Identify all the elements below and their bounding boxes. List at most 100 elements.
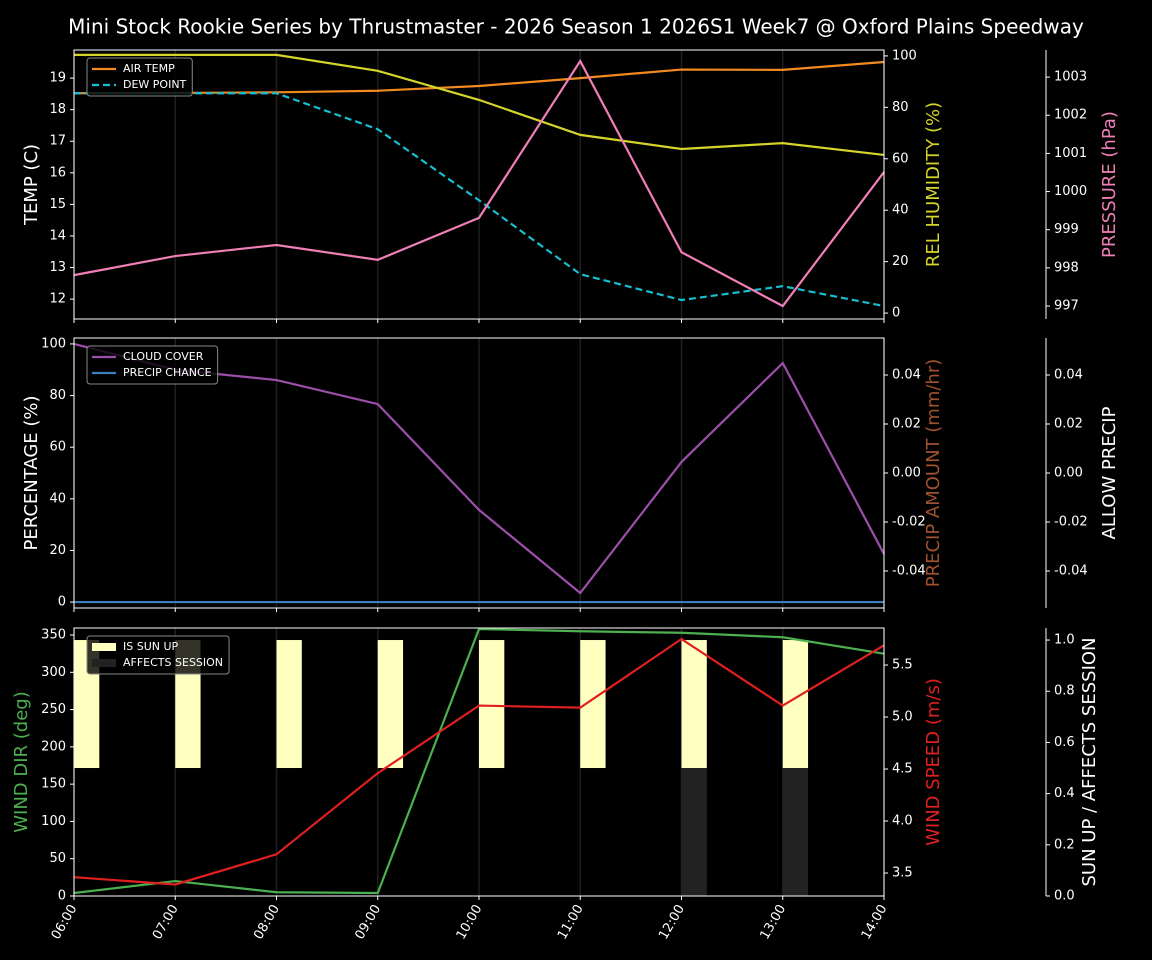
- bar: [479, 640, 505, 769]
- bar: [276, 640, 302, 769]
- line: [74, 53, 885, 157]
- y2-tick-label: 60: [892, 151, 909, 166]
- x-tick-label: 11:00: [555, 902, 587, 942]
- y-tick-label: 12: [49, 292, 66, 307]
- y3-tick-label: 0.0: [1054, 889, 1075, 904]
- y3-tick-label: 0.00: [1054, 466, 1083, 481]
- y2-tick-label: -0.02: [892, 515, 926, 530]
- line: [73, 627, 885, 895]
- y-tick-label: 16: [49, 165, 66, 180]
- line: [74, 92, 885, 308]
- y3-tick-label: 0.8: [1054, 684, 1075, 699]
- y-tick-label: 0: [58, 889, 66, 904]
- y2-tick-label: 40: [892, 203, 909, 218]
- y-tick-label: 15: [49, 197, 66, 212]
- line: [73, 637, 885, 886]
- y-tick-label: 250: [41, 702, 66, 717]
- y3-tick-label: -0.04: [1054, 564, 1088, 579]
- y3-tick-label: 1002: [1054, 108, 1087, 123]
- y3-tick-label: 999: [1054, 222, 1079, 237]
- legend-box: [86, 345, 219, 385]
- y-tick-label: 80: [49, 388, 66, 403]
- y2-tick-label: 3.5: [892, 866, 913, 881]
- x-tick-label: 14:00: [859, 902, 891, 942]
- y-tick-label: 18: [49, 102, 66, 117]
- y-axis-label: PERCENTAGE (%): [21, 395, 42, 550]
- y2-tick-label: 0.02: [892, 416, 921, 431]
- legend-label: IS SUN UP: [123, 640, 179, 653]
- y2-axis-label: REL HUMIDITY (%): [923, 102, 944, 267]
- bar: [377, 640, 404, 769]
- y-tick-label: 0: [58, 595, 66, 610]
- y3-axis-label: PRESSURE (hPa): [1099, 111, 1120, 258]
- y-tick-label: 100: [41, 336, 66, 351]
- legend-label: AFFECTS SESSION: [123, 656, 223, 669]
- y2-tick-label: 5.0: [892, 710, 913, 725]
- y3-axis-label: ALLOW PRECIP: [1099, 406, 1120, 539]
- x-tick-label: 12:00: [656, 902, 688, 942]
- y2-tick-label: 4.5: [892, 762, 913, 777]
- legend-label: AIR TEMP: [123, 62, 175, 75]
- bar: [681, 768, 707, 896]
- legend-box: [86, 635, 230, 675]
- panel: 0 50 100 150 200 250 300 350 WIND DIR (deg) 3.5 4.…: [11, 627, 1100, 942]
- legend-label: DEW POINT: [123, 78, 187, 91]
- y3-tick-label: 1000: [1054, 184, 1087, 199]
- y3-tick-label: 0.6: [1054, 735, 1075, 750]
- y2-tick-label: 20: [892, 254, 909, 269]
- series-group: [73, 627, 885, 896]
- y2-tick-label: 4.0: [892, 814, 913, 829]
- y2-tick-label: 100: [892, 48, 917, 63]
- panel: 12 13 14 15 16 17 18 19 TEMP (C) 0 20 40 60 80 100 REL …: [21, 48, 1120, 323]
- y3-tick-label: 0.04: [1054, 367, 1083, 382]
- bar: [681, 640, 707, 769]
- chart-title: Mini Stock Rookie Series by Thrustmaster…: [68, 15, 1084, 39]
- y3-tick-label: 0.2: [1054, 837, 1075, 852]
- y-axis-label: TEMP (C): [21, 144, 42, 226]
- y3-tick-label: 1.0: [1054, 633, 1075, 648]
- y2-tick-label: 0: [892, 306, 900, 321]
- line: [73, 58, 885, 308]
- x-tick-label: 06:00: [49, 902, 81, 942]
- y-axis-label: WIND DIR (deg): [11, 691, 32, 833]
- y2-tick-label: 5.5: [892, 658, 913, 673]
- legend-box: [86, 57, 193, 97]
- y-tick-label: 60: [49, 440, 66, 455]
- y-tick-label: 200: [41, 739, 66, 754]
- legend-label: PRECIP CHANCE: [123, 366, 212, 379]
- y3-tick-label: 998: [1054, 260, 1079, 275]
- y3-axis-label: SUN UP / AFFECTS SESSION: [1079, 637, 1100, 886]
- y-tick-label: 20: [49, 543, 66, 558]
- y-tick-label: 100: [41, 814, 66, 829]
- x-tick-label: 07:00: [150, 902, 182, 942]
- x-tick-label: 09:00: [353, 902, 385, 942]
- x-tick-label: 08:00: [251, 902, 283, 942]
- y-tick-label: 13: [49, 260, 66, 275]
- y2-axis-label: PRECIP AMOUNT (mm/hr): [923, 359, 944, 588]
- panel: 0 20 40 60 80 100 PERCENTAGE (%) -0.04 -0.02 0.00…: [21, 336, 1120, 612]
- y-tick-label: 17: [49, 134, 66, 149]
- y3-tick-label: 1001: [1054, 146, 1087, 161]
- y2-axis-label: WIND SPEED (m/s): [923, 678, 944, 846]
- series-group: [73, 53, 885, 308]
- y-tick-label: 50: [49, 851, 66, 866]
- y-tick-label: 14: [49, 228, 66, 243]
- y-tick-label: 300: [41, 665, 66, 680]
- y3-tick-label: 1003: [1054, 70, 1087, 85]
- legend-label: CLOUD COVER: [123, 350, 204, 363]
- y3-tick-label: 997: [1054, 299, 1079, 314]
- x-tick-label: 13:00: [758, 902, 790, 942]
- y-tick-label: 150: [41, 777, 66, 792]
- y3-tick-label: -0.02: [1054, 515, 1088, 530]
- legend-swatch: [92, 659, 116, 667]
- x-tick-label: 10:00: [454, 902, 486, 942]
- y2-tick-label: 80: [892, 100, 909, 115]
- y-tick-label: 350: [41, 628, 66, 643]
- legend-swatch: [92, 643, 116, 651]
- y-tick-label: 40: [49, 491, 66, 506]
- y3-tick-label: 0.02: [1054, 416, 1083, 431]
- y-tick-label: 19: [49, 71, 66, 86]
- bar: [782, 768, 809, 896]
- y3-tick-label: 0.4: [1054, 786, 1075, 801]
